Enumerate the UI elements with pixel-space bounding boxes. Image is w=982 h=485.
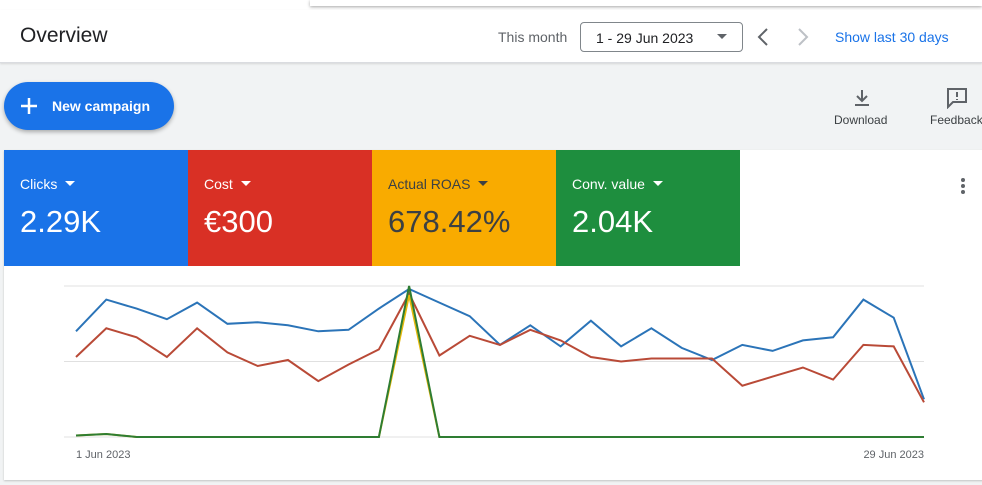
metric-dropdown-arrow — [65, 181, 76, 186]
x-tick-label: 29 Jun 2023 — [863, 449, 924, 461]
metric-value: 2.29K — [20, 204, 102, 239]
date-range-dropdown[interactable]: 1 - 29 Jun 2023 — [580, 22, 743, 52]
metric-dropdown-arrow — [652, 181, 663, 186]
range-label: This month — [498, 29, 568, 45]
show-last-30-days[interactable]: Show last 30 days — [835, 29, 949, 45]
header — [0, 10, 982, 63]
metric-label: Conv. value — [572, 176, 645, 192]
top-strip-card — [310, 0, 982, 6]
plus-icon — [21, 98, 37, 114]
new-campaign-label: New campaign — [52, 98, 151, 114]
download-label[interactable]: Download — [834, 113, 888, 127]
date-range-text: 1 - 29 Jun 2023 — [596, 30, 694, 46]
overview-card: Clicks 2.29K Cost €300 Actual ROAS 678.42% Con… — [4, 150, 982, 480]
feedback-label[interactable]: Feedback — [930, 113, 982, 127]
dropdown-arrow — [717, 34, 727, 39]
new-campaign-button[interactable]: New campaign — [4, 82, 174, 130]
series-line — [75, 285, 924, 438]
feedback-icon[interactable] — [946, 87, 968, 109]
metric-dropdown-arrow — [478, 181, 489, 186]
metric-label: Actual ROAS — [388, 176, 471, 192]
metric-value: 678.42% — [388, 204, 511, 239]
next-button[interactable] — [797, 28, 809, 46]
download-icon[interactable] — [852, 88, 872, 108]
prev-button[interactable] — [757, 28, 769, 46]
page-title: Overview — [20, 24, 108, 47]
series-line — [75, 291, 925, 403]
metric-dropdown-arrow — [240, 181, 251, 186]
more-menu[interactable] — [959, 177, 967, 197]
metric-card[interactable]: Clicks 2.29K — [4, 150, 188, 266]
metric-value: 2.04K — [572, 204, 654, 239]
metric-label: Clicks — [20, 176, 58, 192]
metric-card[interactable]: Conv. value 2.04K — [556, 150, 740, 266]
series-line — [75, 294, 924, 438]
metric-card[interactable]: Actual ROAS 678.42% — [372, 150, 556, 266]
x-tick-label: 1 Jun 2023 — [76, 449, 130, 461]
metric-card[interactable]: Cost €300 — [188, 150, 372, 266]
metric-value: €300 — [204, 204, 273, 239]
metric-label: Cost — [204, 176, 233, 192]
